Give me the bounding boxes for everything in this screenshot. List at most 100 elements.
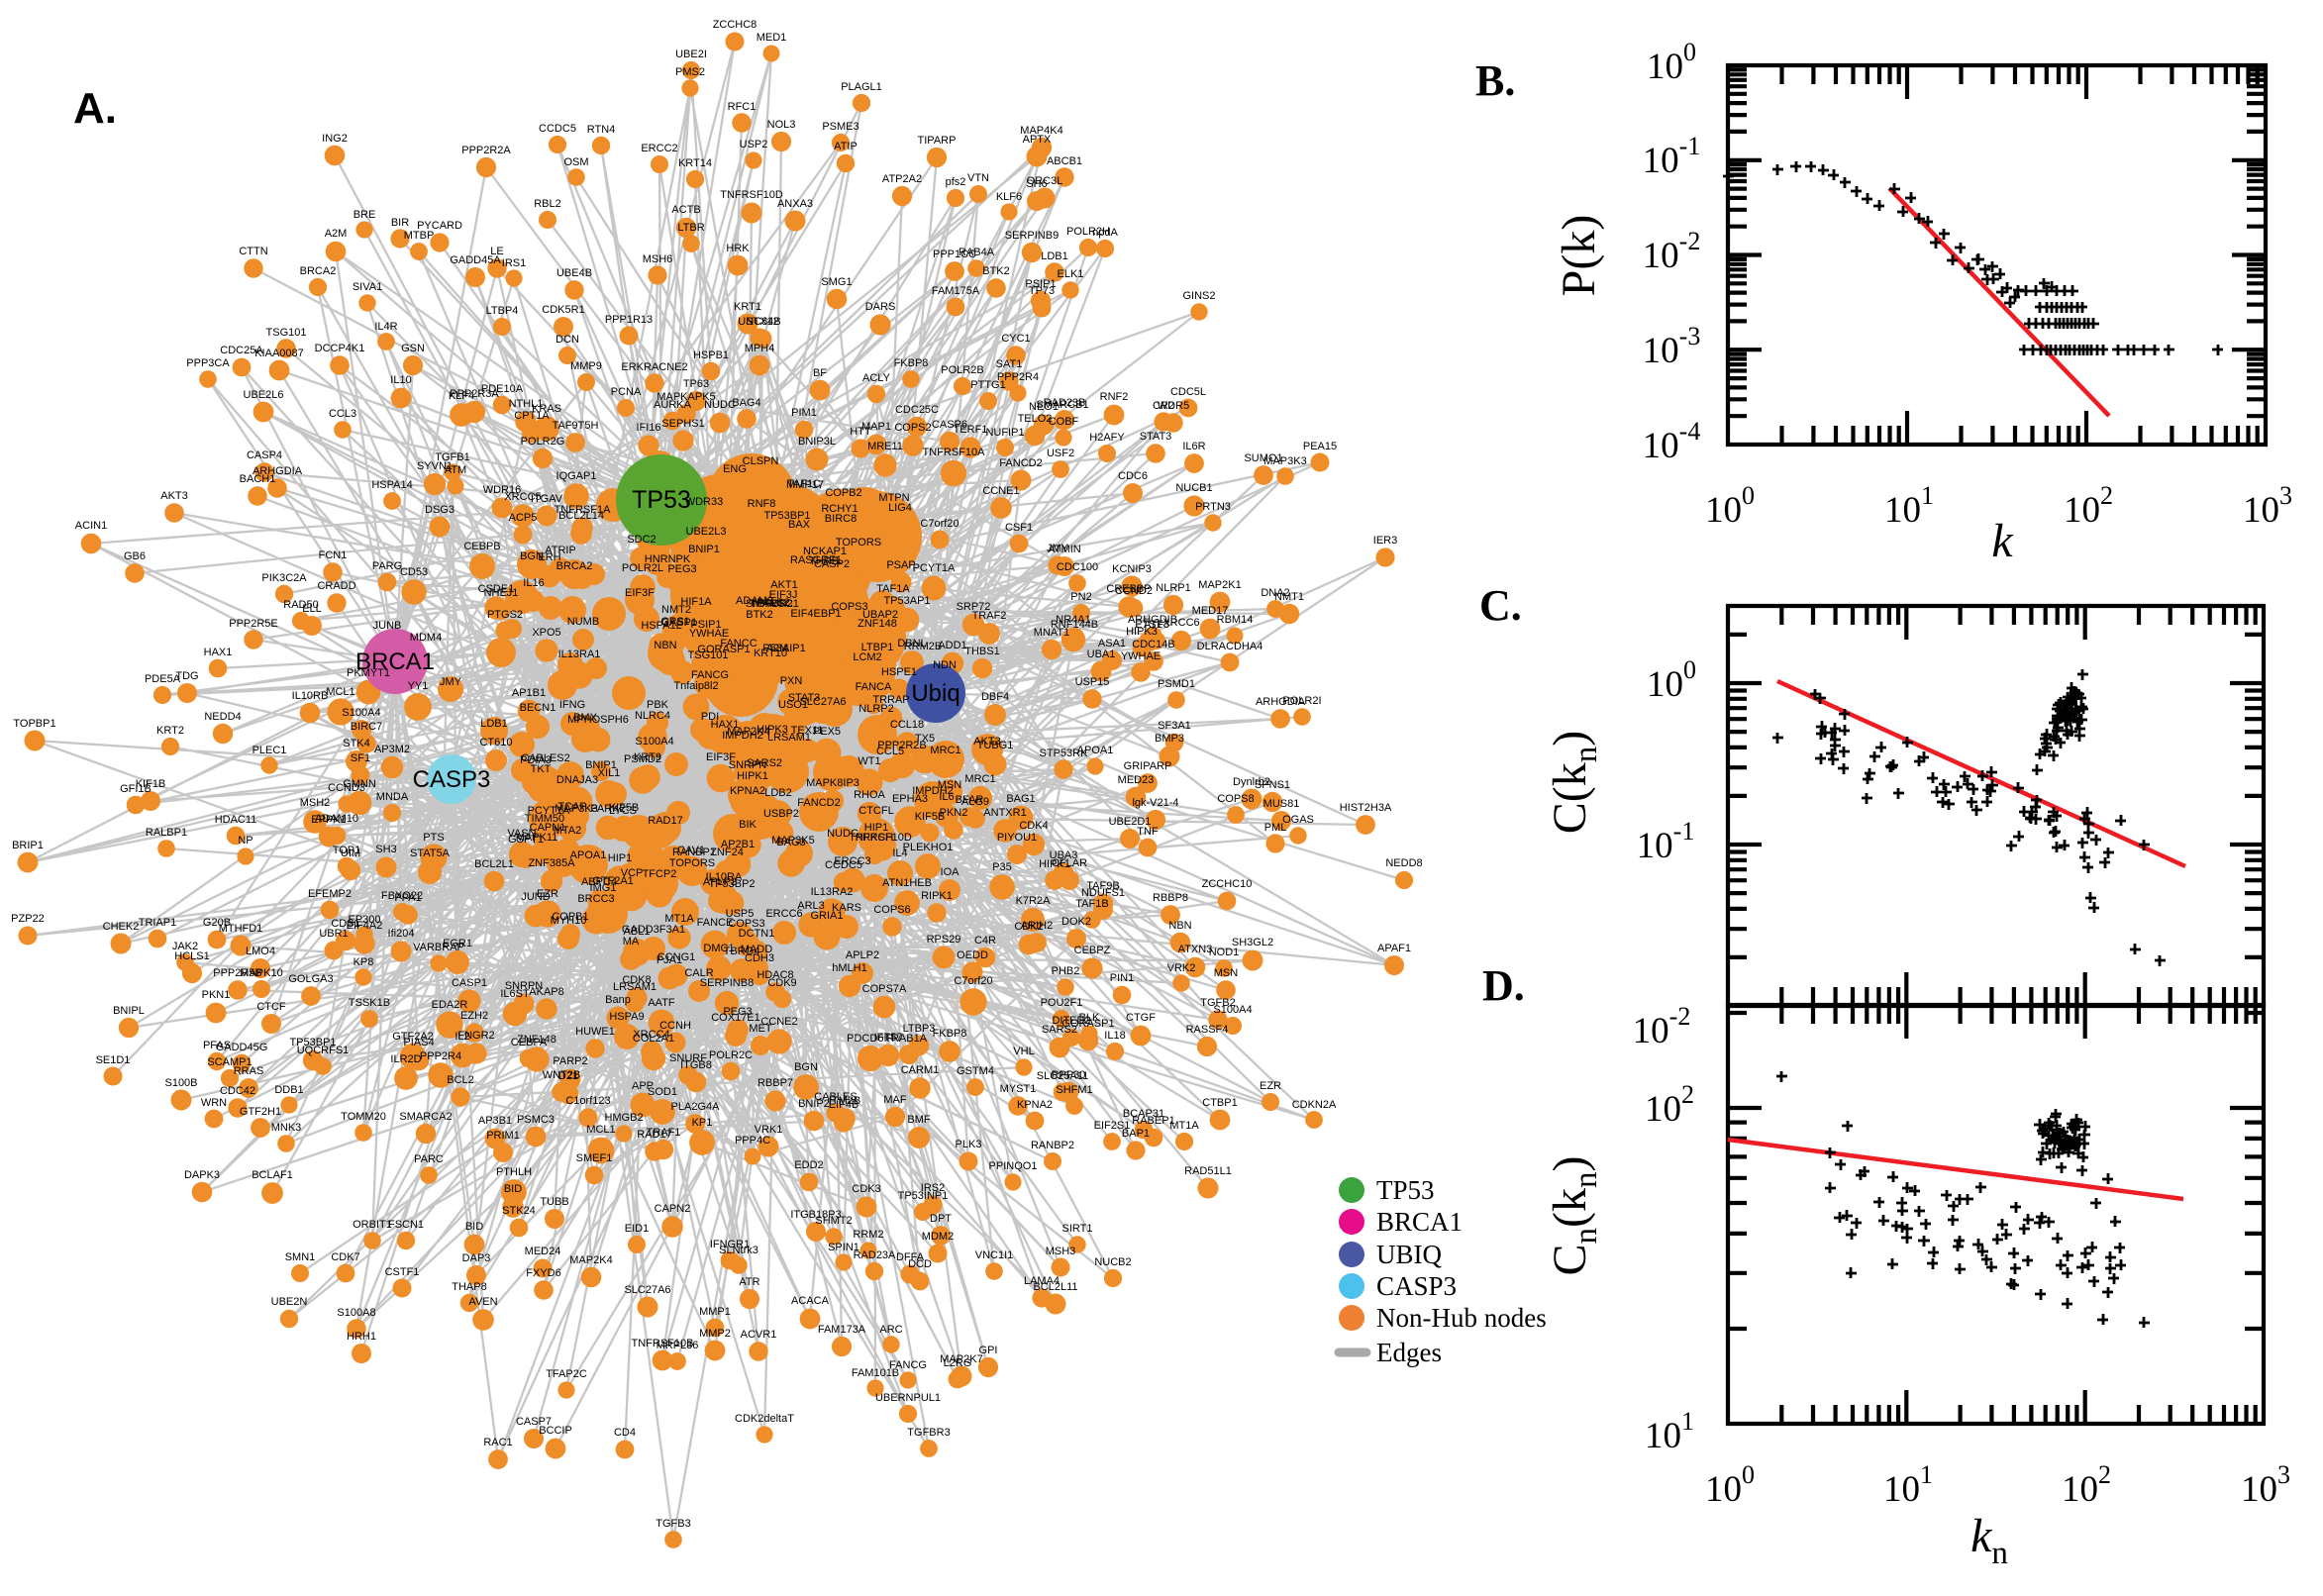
- svg-text:ERCC2: ERCC2: [641, 143, 677, 154]
- svg-text:COPB1: COPB1: [552, 911, 588, 923]
- svg-text:npdA: npdA: [1092, 227, 1118, 239]
- svg-text:IL18: IL18: [1104, 1030, 1125, 1042]
- svg-text:CDC100: CDC100: [1057, 561, 1098, 573]
- svg-text:SF1: SF1: [351, 752, 370, 764]
- svg-text:FANCA: FANCA: [856, 681, 892, 693]
- svg-text:IFT57: IFT57: [874, 1032, 903, 1044]
- svg-text:WT1: WT1: [858, 755, 880, 767]
- svg-text:KLF4: KLF4: [449, 390, 474, 402]
- svg-text:TRAF2: TRAF2: [972, 610, 1007, 622]
- svg-text:COL2A1: COL2A1: [633, 1033, 674, 1045]
- svg-text:CEBPB: CEBPB: [463, 541, 500, 552]
- svg-text:MSH2: MSH2: [300, 797, 331, 809]
- svg-text:MTHFD1: MTHFD1: [219, 923, 263, 935]
- svg-text:FANCG: FANCG: [691, 669, 729, 681]
- svg-text:NUCB1: NUCB1: [1175, 482, 1212, 494]
- svg-text:SRP72: SRP72: [957, 601, 991, 613]
- svg-text:PIAS4: PIAS4: [403, 1037, 434, 1048]
- svg-text:100: 100: [1647, 38, 1696, 87]
- svg-text:BNIP3L: BNIP3L: [798, 436, 836, 448]
- svg-text:CTGF: CTGF: [1126, 1012, 1156, 1024]
- svg-text:RAD17: RAD17: [637, 1129, 671, 1141]
- svg-text:ING2: ING2: [322, 133, 348, 145]
- svg-text:HNRNPK: HNRNPK: [645, 553, 691, 565]
- svg-text:ABPC4: ABPC4: [581, 876, 617, 888]
- svg-text:RAD23B: RAD23B: [1044, 397, 1086, 409]
- svg-text:LTBP1: LTBP1: [861, 642, 894, 653]
- svg-text:DBF4: DBF4: [981, 691, 1009, 703]
- svg-text:JMY: JMY: [440, 676, 462, 688]
- svg-text:KRT2: KRT2: [156, 725, 184, 737]
- svg-text:CT610: CT610: [479, 737, 512, 748]
- svg-text:kn: kn: [1970, 1510, 2008, 1571]
- svg-text:TGFB3: TGFB3: [656, 1518, 690, 1530]
- svg-text:LDB1: LDB1: [480, 718, 508, 730]
- svg-text:PBK: PBK: [647, 699, 669, 711]
- svg-text:HSPA1L: HSPA1L: [641, 620, 681, 632]
- svg-text:PPP2R5E: PPP2R5E: [229, 618, 278, 630]
- svg-text:FBXO22: FBXO22: [381, 890, 423, 902]
- svg-text:CDS1: CDS1: [331, 918, 359, 930]
- svg-text:LE: LE: [490, 246, 503, 257]
- svg-text:GOLGA3: GOLGA3: [288, 973, 333, 985]
- svg-text:CCNE2: CCNE2: [760, 1016, 797, 1028]
- svg-text:D21: D21: [558, 1070, 578, 1082]
- svg-text:BNIPL: BNIPL: [113, 1005, 145, 1017]
- svg-text:HRH1: HRH1: [347, 1331, 376, 1343]
- svg-text:KIAA0087: KIAA0087: [254, 348, 304, 359]
- svg-text:HIP1: HIP1: [608, 852, 632, 864]
- svg-text:100: 100: [1705, 481, 1755, 531]
- svg-text:RBBP8: RBBP8: [1153, 892, 1188, 904]
- svg-text:AATF: AATF: [648, 997, 675, 1009]
- svg-text:PSME3: PSME3: [822, 121, 858, 133]
- svg-text:CTCFL: CTCFL: [858, 805, 893, 817]
- svg-text:AP3B1: AP3B1: [478, 1115, 512, 1127]
- svg-text:PLEC1: PLEC1: [252, 745, 287, 756]
- svg-text:PSIP1: PSIP1: [690, 619, 721, 631]
- svg-text:RBM14: RBM14: [1217, 614, 1254, 626]
- svg-text:PRIM1: PRIM1: [486, 1130, 520, 1142]
- svg-text:ATXN3: ATXN3: [1178, 944, 1213, 955]
- svg-text:AVEN: AVEN: [468, 1296, 497, 1308]
- svg-text:TOPBP1: TOPBP1: [13, 718, 55, 730]
- svg-text:CCL5: CCL5: [876, 746, 904, 757]
- svg-text:HIPK3: HIPK3: [1126, 626, 1158, 638]
- svg-text:TP53INP1: TP53INP1: [898, 1190, 949, 1202]
- svg-text:P(k): P(k): [1553, 215, 1605, 297]
- svg-text:PIM1: PIM1: [791, 407, 817, 419]
- svg-text:NUDC: NUDC: [827, 828, 858, 840]
- svg-text:ANTXR1: ANTXR1: [983, 807, 1026, 819]
- svg-text:MT1A: MT1A: [664, 913, 694, 925]
- svg-text:TEX11: TEX11: [791, 725, 824, 737]
- svg-text:CDC25C: CDC25C: [895, 404, 939, 416]
- svg-text:MTPN: MTPN: [878, 492, 909, 504]
- svg-text:RANBP2: RANBP2: [1031, 1140, 1074, 1151]
- svg-text:HSPE1: HSPE1: [881, 666, 917, 678]
- svg-text:KRT14: KRT14: [678, 157, 712, 169]
- svg-text:XRCC6: XRCC6: [1162, 617, 1199, 629]
- svg-text:BECN1: BECN1: [520, 702, 556, 714]
- svg-text:ERCC3: ERCC3: [834, 855, 870, 867]
- svg-text:TNFRSF10A: TNFRSF10A: [923, 447, 986, 458]
- svg-text:RAD17: RAD17: [648, 815, 682, 827]
- svg-text:BTK2: BTK2: [746, 609, 773, 621]
- svg-text:COPS2: COPS2: [894, 422, 931, 434]
- svg-text:AKT1: AKT1: [770, 579, 798, 591]
- svg-text:USP5: USP5: [726, 908, 755, 920]
- svg-text:STAT3: STAT3: [788, 692, 821, 704]
- svg-text:AKT3: AKT3: [973, 736, 1001, 748]
- svg-text:PSAP: PSAP: [886, 559, 915, 571]
- svg-text:LTBP4: LTBP4: [486, 305, 519, 317]
- svg-text:MSH6: MSH6: [643, 253, 673, 265]
- svg-text:POLR2C: POLR2C: [709, 1049, 753, 1061]
- svg-text:BAG1: BAG1: [1006, 793, 1035, 805]
- svg-text:GSPT1: GSPT1: [508, 834, 544, 846]
- svg-text:POU2F1: POU2F1: [1041, 997, 1083, 1009]
- svg-text:AP2B1: AP2B1: [721, 839, 755, 850]
- svg-text:BLK: BLK: [1079, 1012, 1100, 1024]
- svg-text:EDA2R: EDA2R: [432, 999, 468, 1011]
- svg-text:USF2: USF2: [1047, 448, 1074, 459]
- svg-text:NLRP2: NLRP2: [858, 703, 893, 715]
- svg-text:EZR: EZR: [1260, 1080, 1281, 1092]
- svg-text:CAV1: CAV1: [677, 845, 705, 856]
